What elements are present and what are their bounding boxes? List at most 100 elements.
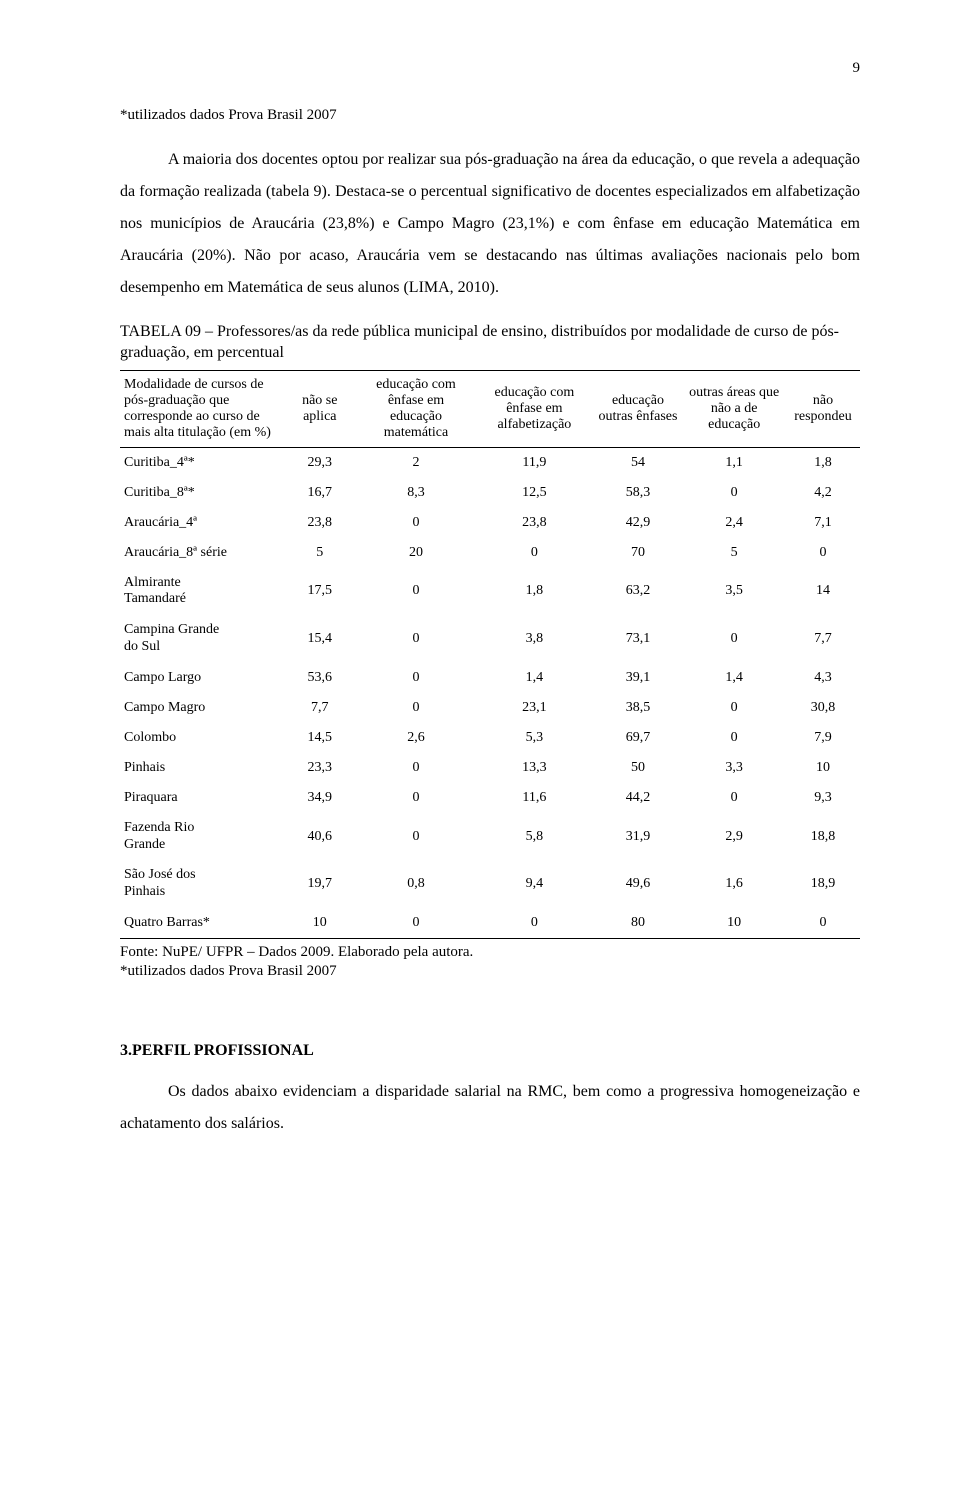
table-cell: 0	[682, 783, 786, 813]
table-row: Campo Magro7,7023,138,5030,8	[120, 693, 860, 723]
table-row: Piraquara34,9011,644,209,3	[120, 783, 860, 813]
table-cell: 7,1	[786, 508, 860, 538]
paragraph-intro: A maioria dos docentes optou por realiza…	[120, 144, 860, 304]
table-row: Pinhais23,3013,3503,310	[120, 753, 860, 783]
table-cell: 5,3	[475, 723, 593, 753]
table-cell: 14,5	[283, 723, 357, 753]
table-cell: 5,8	[475, 813, 593, 861]
table-cell: 4,3	[786, 663, 860, 693]
table-cell: 53,6	[283, 663, 357, 693]
table-cell: 39,1	[594, 663, 683, 693]
table-cell: 5	[682, 538, 786, 568]
table-row: Campo Largo53,601,439,11,44,3	[120, 663, 860, 693]
page-number: 9	[120, 60, 860, 77]
table-row: AlmiranteTamandaré17,501,863,23,514	[120, 568, 860, 616]
table-row: Colombo14,52,65,369,707,9	[120, 723, 860, 753]
table-cell: 1,1	[682, 447, 786, 478]
table-cell: 2,6	[357, 723, 475, 753]
col-educ-matematica: educação com ênfase em educação matemáti…	[357, 370, 475, 447]
table-cell: 73,1	[594, 615, 683, 663]
table-cell: 0	[475, 908, 593, 939]
table-09-body: Curitiba_4ª*29,3211,9541,11,8Curitiba_8ª…	[120, 447, 860, 938]
table-cell: 29,3	[283, 447, 357, 478]
table-cell: 9,3	[786, 783, 860, 813]
table-cell: 34,9	[283, 783, 357, 813]
table-cell: Campo Largo	[120, 663, 283, 693]
table-cell: 0	[682, 693, 786, 723]
table-cell: 50	[594, 753, 683, 783]
section-3-heading: 3.PERFIL PROFISSIONAL	[120, 1042, 860, 1060]
table-cell: 23,8	[475, 508, 593, 538]
table-row: Araucária_4ª23,8023,842,92,47,1	[120, 508, 860, 538]
table-cell: 16,7	[283, 478, 357, 508]
table-cell: 3,5	[682, 568, 786, 616]
table-cell: 0,8	[357, 860, 475, 908]
table-cell: 8,3	[357, 478, 475, 508]
table-row: Curitiba_8ª*16,78,312,558,304,2	[120, 478, 860, 508]
table-cell: Curitiba_8ª*	[120, 478, 283, 508]
table-cell: 49,6	[594, 860, 683, 908]
table-cell: 23,1	[475, 693, 593, 723]
table-cell: Araucária_8ª série	[120, 538, 283, 568]
table-cell: 4,2	[786, 478, 860, 508]
table-cell: 2,4	[682, 508, 786, 538]
table-cell: AlmiranteTamandaré	[120, 568, 283, 616]
table-cell: Colombo	[120, 723, 283, 753]
table-cell: 23,3	[283, 753, 357, 783]
table-cell: 0	[357, 568, 475, 616]
table-row: Araucária_8ª série52007050	[120, 538, 860, 568]
table-cell: 0	[475, 538, 593, 568]
table-cell: 7,7	[786, 615, 860, 663]
table-source-line2: *utilizados dados Prova Brasil 2007	[120, 963, 337, 979]
table-cell: 2	[357, 447, 475, 478]
table-cell: 0	[786, 538, 860, 568]
col-alfabetizacao: educação com ênfase em alfabetização	[475, 370, 593, 447]
table-cell: 0	[357, 615, 475, 663]
table-cell: 0	[357, 693, 475, 723]
table-cell: 0	[682, 723, 786, 753]
table-cell: 0	[357, 663, 475, 693]
table-cell: São José dosPinhais	[120, 860, 283, 908]
table-cell: 10	[283, 908, 357, 939]
table-cell: 12,5	[475, 478, 593, 508]
paragraph-perfil: Os dados abaixo evidenciam a disparidade…	[120, 1076, 860, 1140]
table-cell: Fazenda RioGrande	[120, 813, 283, 861]
table-row: São José dosPinhais19,70,89,449,61,618,9	[120, 860, 860, 908]
table-cell: 54	[594, 447, 683, 478]
col-nao-aplica: não se aplica	[283, 370, 357, 447]
page: 9 *utilizados dados Prova Brasil 2007 A …	[0, 0, 960, 1238]
table-cell: 44,2	[594, 783, 683, 813]
table-cell: 0	[357, 908, 475, 939]
table-cell: 5	[283, 538, 357, 568]
table-cell: 7,9	[786, 723, 860, 753]
table-cell: 15,4	[283, 615, 357, 663]
table-cell: 7,7	[283, 693, 357, 723]
table-cell: Pinhais	[120, 753, 283, 783]
table-row: Campina Grandedo Sul15,403,873,107,7	[120, 615, 860, 663]
table-cell: 42,9	[594, 508, 683, 538]
table-cell: 0	[682, 478, 786, 508]
table-09-source: Fonte: NuPE/ UFPR – Dados 2009. Elaborad…	[120, 943, 860, 982]
table-cell: 11,9	[475, 447, 593, 478]
table-cell: 69,7	[594, 723, 683, 753]
table-cell: Piraquara	[120, 783, 283, 813]
table-09-title: TABELA 09 – Professores/as da rede públi…	[120, 322, 860, 364]
table-cell: 0	[357, 813, 475, 861]
table-cell: 2,9	[682, 813, 786, 861]
table-cell: 3,3	[682, 753, 786, 783]
col-modalidade: Modalidade de cursos de pós-graduação qu…	[120, 370, 283, 447]
col-outras-areas: outras áreas que não a de educação	[682, 370, 786, 447]
table-cell: 58,3	[594, 478, 683, 508]
table-cell: 31,9	[594, 813, 683, 861]
table-cell: 10	[786, 753, 860, 783]
table-cell: 80	[594, 908, 683, 939]
table-cell: 18,9	[786, 860, 860, 908]
table-cell: 1,8	[786, 447, 860, 478]
col-outras-enfases: educação outras ênfases	[594, 370, 683, 447]
table-cell: 13,3	[475, 753, 593, 783]
table-09: Modalidade de cursos de pós-graduação qu…	[120, 370, 860, 939]
table-cell: 11,6	[475, 783, 593, 813]
table-cell: 18,8	[786, 813, 860, 861]
table-cell: 10	[682, 908, 786, 939]
table-row: Fazenda RioGrande40,605,831,92,918,8	[120, 813, 860, 861]
